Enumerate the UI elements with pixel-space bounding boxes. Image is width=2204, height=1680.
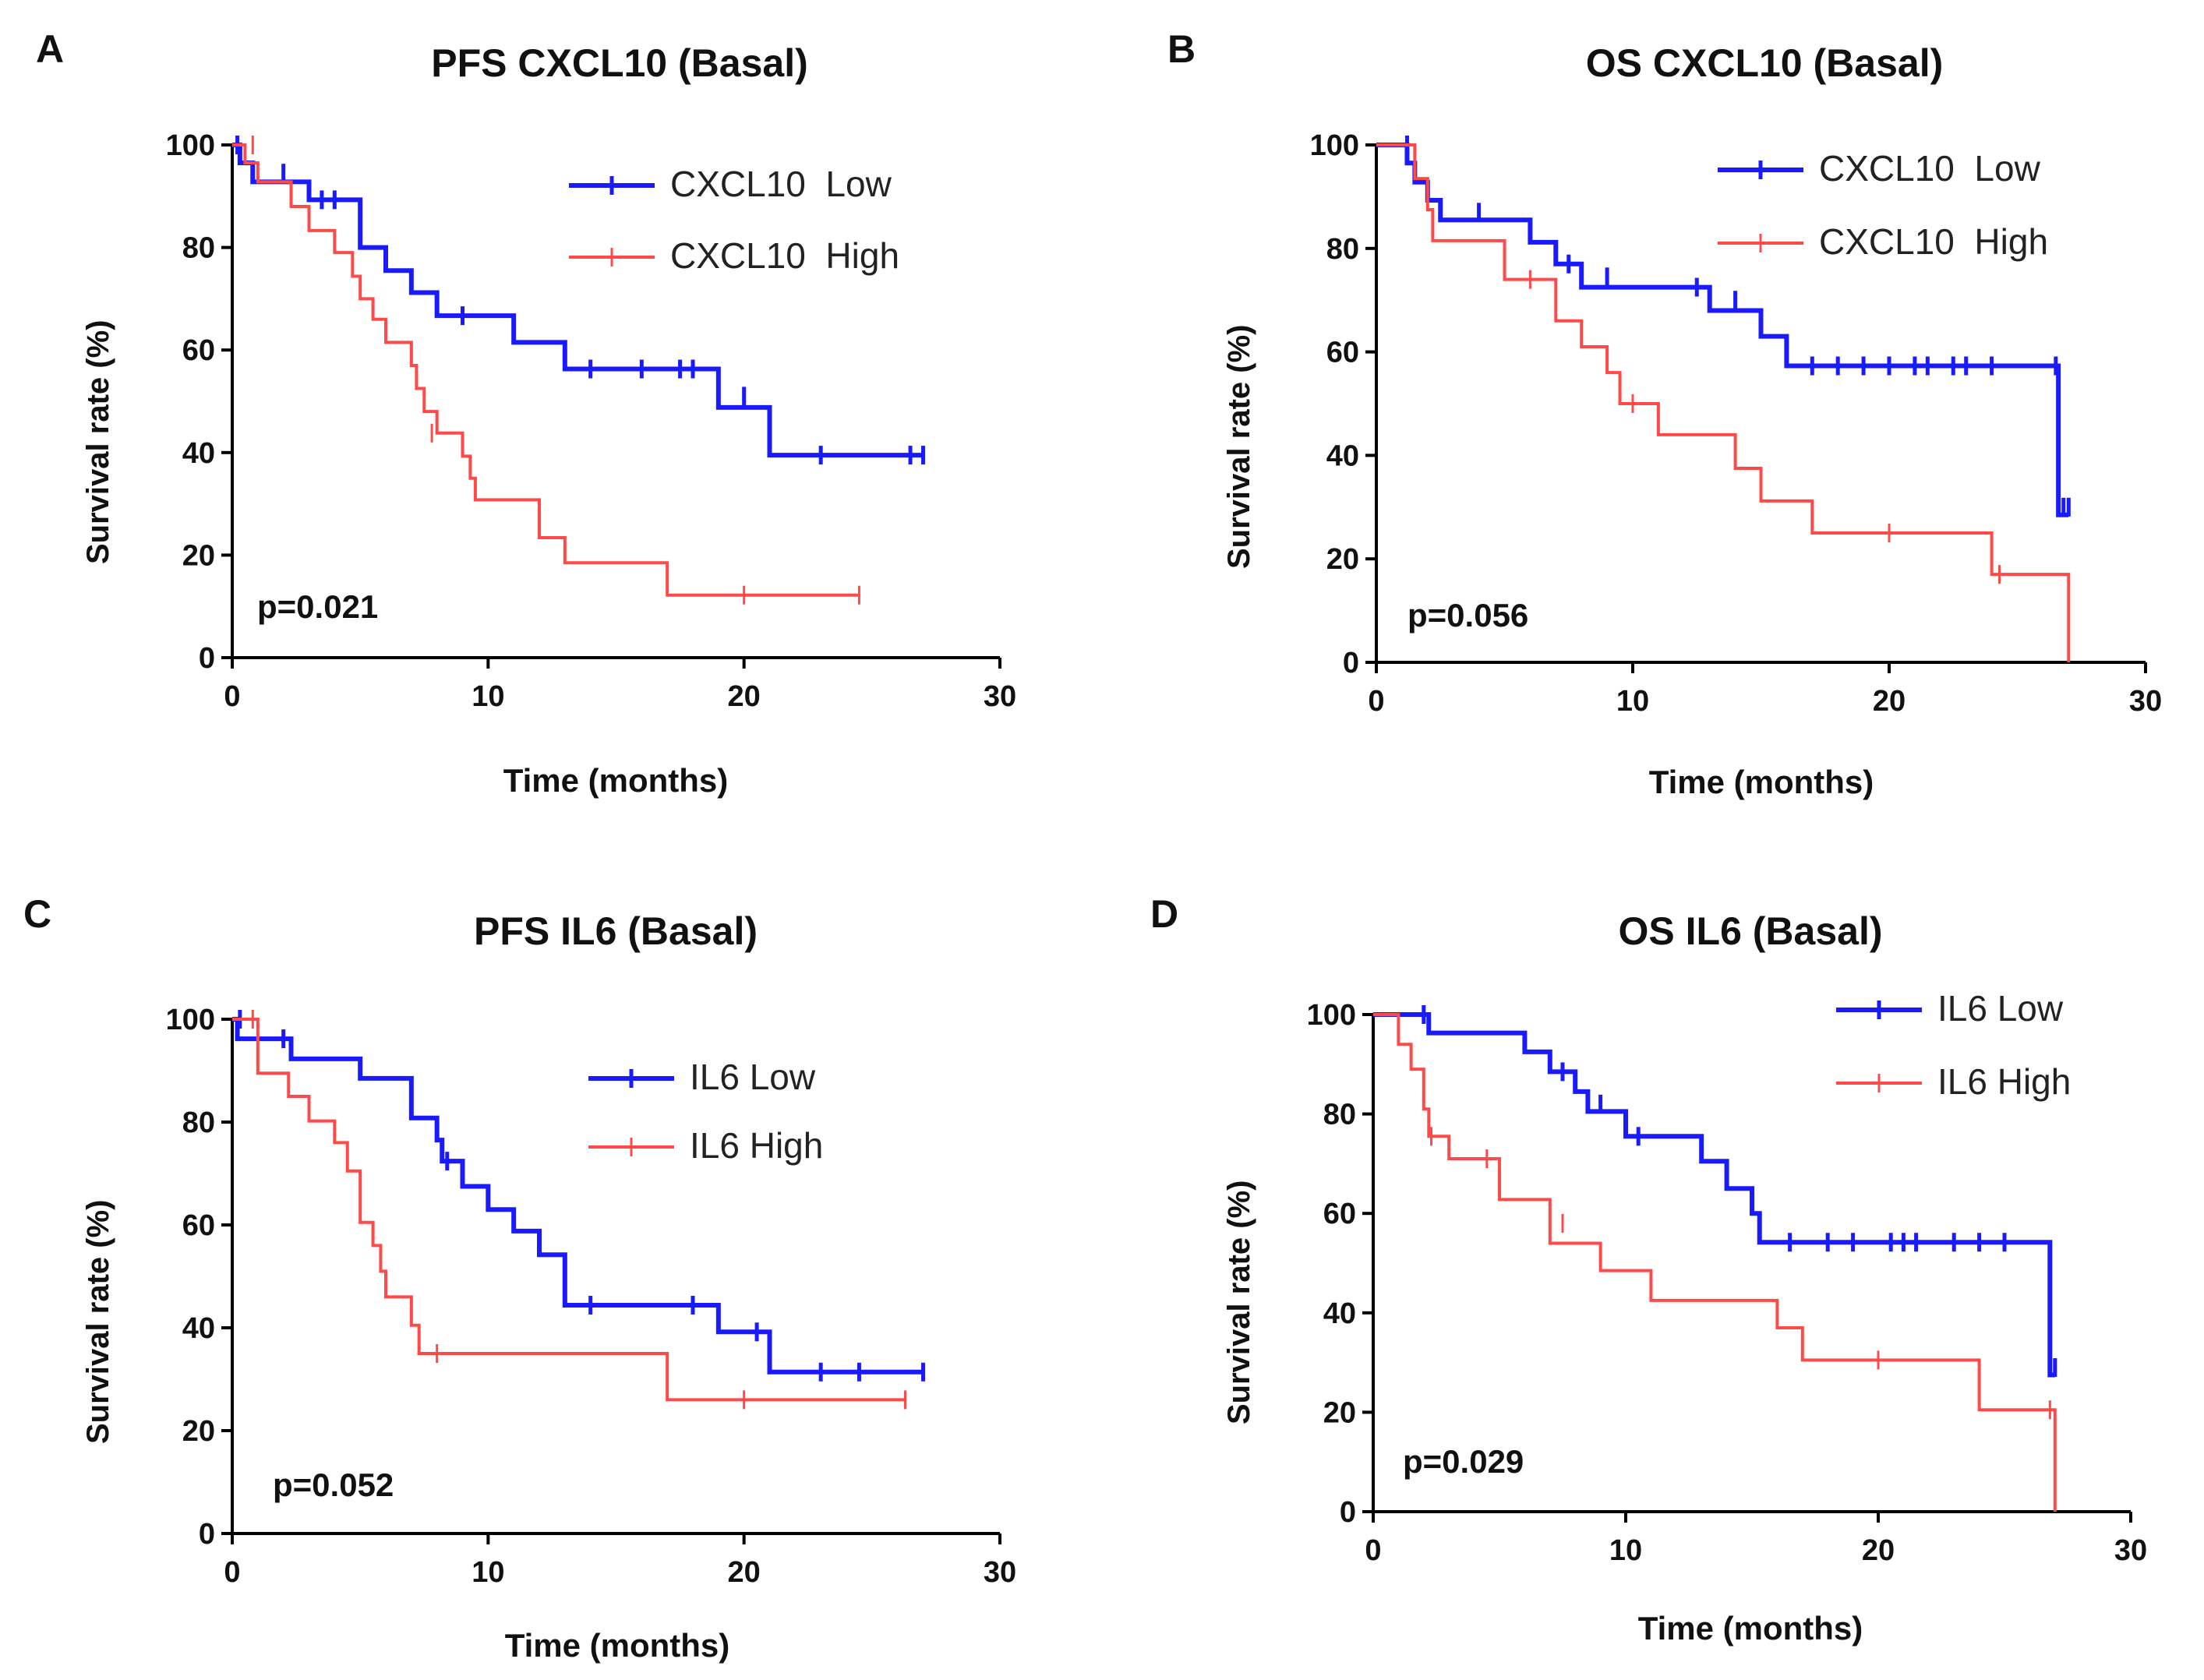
x-tick-label: 30 xyxy=(2114,1534,2147,1567)
panel-letter: A xyxy=(36,27,65,71)
panel-c: 0 10 20 30 0 20 40 60 80 100 IL6 Low IL6 High C PFS… xyxy=(0,840,1102,1680)
x-tick-label: 20 xyxy=(728,680,761,713)
legend-label: IL6 High xyxy=(690,1125,823,1166)
y-tick-label: 60 xyxy=(182,1209,215,1242)
survival-line-high xyxy=(1373,1013,2057,1512)
y-tick-label: 0 xyxy=(1340,1496,1356,1529)
x-axis-label: Time (months) xyxy=(1648,764,1874,800)
p-value: p=0.052 xyxy=(273,1466,394,1503)
y-tick-label: 0 xyxy=(199,642,215,675)
x-tick-label: 30 xyxy=(2129,685,2162,718)
y-axis-label: Survival rate (%) xyxy=(81,1199,115,1444)
legend-label: CXCL10 Low xyxy=(670,164,892,204)
y-tick-label: 40 xyxy=(182,1312,215,1345)
chart-title: OS IL6 (Basal) xyxy=(1618,909,1883,953)
x-tick-label: 10 xyxy=(472,680,504,713)
x-axis-label: Time (months) xyxy=(1637,1610,1863,1646)
panel-letter: D xyxy=(1150,892,1179,936)
x-tick-label: 0 xyxy=(224,1556,240,1589)
legend-label: CXCL10 Low xyxy=(1819,148,2041,189)
y-axis-label: Survival rate (%) xyxy=(81,319,115,564)
y-tick-label: 40 xyxy=(1323,1297,1356,1330)
x-tick-label: 0 xyxy=(1368,685,1384,718)
x-tick-label: 20 xyxy=(728,1556,761,1589)
y-tick-label: 40 xyxy=(1326,439,1359,472)
y-tick-label: 20 xyxy=(182,1415,215,1448)
survival-line-low xyxy=(1373,1012,2055,1378)
p-value: p=0.021 xyxy=(257,588,379,625)
legend-label: CXCL10 High xyxy=(670,235,899,276)
chart-plot: 0 10 20 30 0 20 40 60 80 100 IL6 Low IL6 High xyxy=(166,1004,1017,1589)
panel-letter: B xyxy=(1167,27,1196,71)
chart-plot: 0 10 20 30 0 20 40 60 80 100 CXCL10 Low CXCL10 High xyxy=(1310,129,2163,718)
x-tick-label: 0 xyxy=(1365,1534,1381,1567)
p-value: p=0.056 xyxy=(1408,597,1529,634)
y-tick-label: 80 xyxy=(1326,233,1359,266)
chart-title: PFS IL6 (Basal) xyxy=(474,909,758,953)
y-tick-label: 20 xyxy=(182,539,215,572)
legend-label: IL6 Low xyxy=(1937,988,2064,1029)
y-tick-label: 80 xyxy=(182,1106,215,1139)
chart-title: PFS CXCL10 (Basal) xyxy=(431,41,808,85)
y-tick-label: 0 xyxy=(1343,647,1359,679)
y-tick-label: 100 xyxy=(166,129,215,162)
x-tick-label: 30 xyxy=(984,1556,1016,1589)
y-tick-label: 20 xyxy=(1326,543,1359,576)
x-axis-label: Time (months) xyxy=(503,762,729,799)
legend-label: IL6 High xyxy=(1937,1061,2071,1102)
y-tick-label: 100 xyxy=(166,1004,215,1036)
y-tick-label: 20 xyxy=(1323,1396,1356,1429)
x-tick-label: 10 xyxy=(1616,685,1649,718)
chart-title: OS CXCL10 (Basal) xyxy=(1585,41,1944,85)
y-tick-label: 80 xyxy=(1323,1099,1356,1131)
p-value: p=0.029 xyxy=(1403,1443,1524,1480)
chart-plot: 0 10 20 30 0 20 40 60 80 100 IL6 Low IL6 High xyxy=(1307,988,2148,1567)
x-axis-label: Time (months) xyxy=(504,1627,730,1664)
panel-letter: C xyxy=(23,892,52,936)
x-tick-label: 30 xyxy=(984,680,1016,713)
survival-line-high xyxy=(232,1018,906,1402)
panel-a: 0 10 20 30 0 20 40 60 80 100 CXCL10 Low CXCL10 High… xyxy=(0,0,1102,840)
survival-line-low xyxy=(232,143,924,458)
x-tick-label: 20 xyxy=(1873,685,1906,718)
chart-plot: 0 10 20 30 0 20 40 60 80 100 CXCL10 Low CXCL10 High xyxy=(166,129,1017,713)
panel-b: 0 10 20 30 0 20 40 60 80 100 CXCL10 Low CXCL10 High… xyxy=(1102,0,2204,840)
y-tick-label: 0 xyxy=(199,1518,215,1551)
survival-line-high xyxy=(1376,143,2071,662)
y-tick-label: 60 xyxy=(1326,337,1359,369)
legend-label: IL6 Low xyxy=(690,1057,816,1097)
x-tick-label: 10 xyxy=(472,1556,504,1589)
y-tick-label: 60 xyxy=(1323,1198,1356,1230)
x-tick-label: 10 xyxy=(1609,1534,1642,1567)
y-tick-label: 100 xyxy=(1310,129,1359,162)
y-tick-label: 60 xyxy=(182,334,215,367)
y-tick-label: 40 xyxy=(182,437,215,470)
survival-line-low xyxy=(1376,143,2069,517)
y-axis-label: Survival rate (%) xyxy=(1222,1180,1256,1424)
y-tick-label: 80 xyxy=(182,232,215,265)
x-tick-label: 0 xyxy=(224,680,240,713)
survival-line-low xyxy=(232,1017,924,1375)
panel-d: 0 10 20 30 0 20 40 60 80 100 IL6 Low IL6 High D OS … xyxy=(1102,840,2204,1680)
legend-label: CXCL10 High xyxy=(1819,221,2048,262)
y-axis-label: Survival rate (%) xyxy=(1222,324,1256,569)
x-tick-label: 20 xyxy=(1862,1534,1895,1567)
survival-line-high xyxy=(232,143,860,597)
y-tick-label: 100 xyxy=(1307,999,1356,1032)
